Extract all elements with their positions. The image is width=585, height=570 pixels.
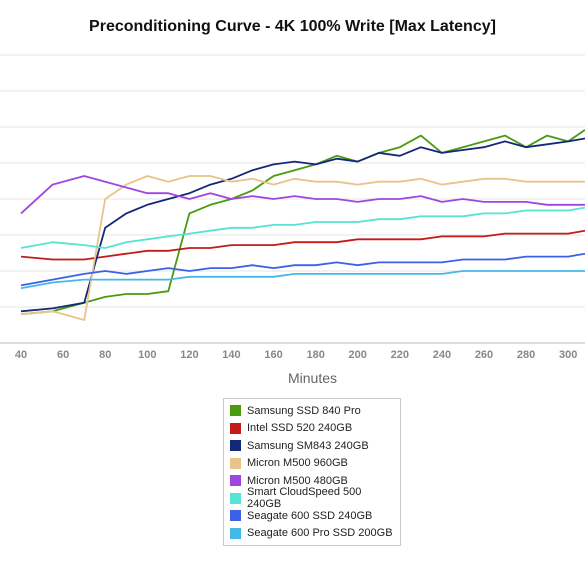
x-tick-label: 120 — [180, 349, 198, 361]
legend-item: Micron M500 480GB — [230, 472, 394, 490]
series-line-2 — [20, 229, 585, 261]
legend-item: Intel SSD 520 240GB — [230, 420, 394, 438]
legend-label: Seagate 600 SSD 240GB — [247, 509, 373, 522]
legend-swatch — [230, 405, 241, 417]
legend-swatch — [230, 475, 241, 487]
x-tick-label: 40 — [15, 349, 27, 361]
x-tick-label: 180 — [306, 349, 324, 361]
plot-area: 40 60 80 100 120 140 160 180 200 220 240 260 280 300 — [0, 54, 585, 361]
series-line-6 — [20, 206, 585, 249]
series-line-5 — [20, 175, 585, 215]
series-line-8 — [20, 270, 585, 290]
x-tick-labels: 40 60 80 100 120 140 160 180 200 220 240 260 280 300 — [15, 349, 577, 361]
legend: Samsung SSD 840 Pro Intel SSD 520 240GB Sa… — [223, 398, 401, 546]
x-tick-label: 240 — [433, 349, 451, 361]
series-lines — [20, 129, 585, 321]
legend-label: Samsung SM843 240GB — [247, 439, 369, 452]
x-tick-label: 100 — [138, 349, 156, 361]
x-tick-label: 60 — [57, 349, 69, 361]
x-tick-label: 160 — [264, 349, 282, 361]
x-tick-label: 140 — [222, 349, 240, 361]
legend-swatch — [230, 527, 241, 539]
x-tick-label: 300 — [559, 349, 577, 361]
legend-item: Seagate 600 SSD 240GB — [230, 507, 394, 525]
legend-swatch — [230, 510, 241, 522]
x-tick-label: 280 — [517, 349, 535, 361]
series-line-1 — [20, 129, 585, 316]
x-axis-title: Minutes — [287, 370, 338, 386]
legend-swatch — [230, 492, 241, 504]
x-tick-label: 260 — [475, 349, 493, 361]
series-line-3 — [20, 137, 585, 313]
x-tick-label: 220 — [391, 349, 409, 361]
series-line-7 — [20, 252, 585, 287]
legend-swatch — [230, 422, 241, 434]
legend-item: Samsung SM843 240GB — [230, 437, 394, 455]
legend-label: Smart CloudSpeed 500 240GB — [247, 486, 362, 511]
legend-swatch — [230, 457, 241, 469]
x-tick-label: 200 — [349, 349, 367, 361]
legend-label: Micron M500 480GB — [247, 474, 348, 487]
legend-label: Intel SSD 520 240GB — [247, 422, 353, 435]
series-line-4 — [20, 175, 585, 321]
x-tick-label: 80 — [99, 349, 111, 361]
legend-swatch — [230, 440, 241, 452]
chart-title: Preconditioning Curve - 4K 100% Write [M… — [89, 18, 496, 35]
legend-label: Samsung SSD 840 Pro — [247, 404, 361, 417]
legend-item: Micron M500 960GB — [230, 455, 394, 473]
legend-label: Micron M500 960GB — [247, 457, 348, 470]
legend-item: Seagate 600 Pro SSD 200GB — [230, 525, 394, 543]
legend-item: Smart CloudSpeed 500 240GB — [230, 486, 394, 510]
legend-label: Seagate 600 Pro SSD 200GB — [247, 527, 393, 540]
legend-item: Samsung SSD 840 Pro — [230, 402, 394, 420]
